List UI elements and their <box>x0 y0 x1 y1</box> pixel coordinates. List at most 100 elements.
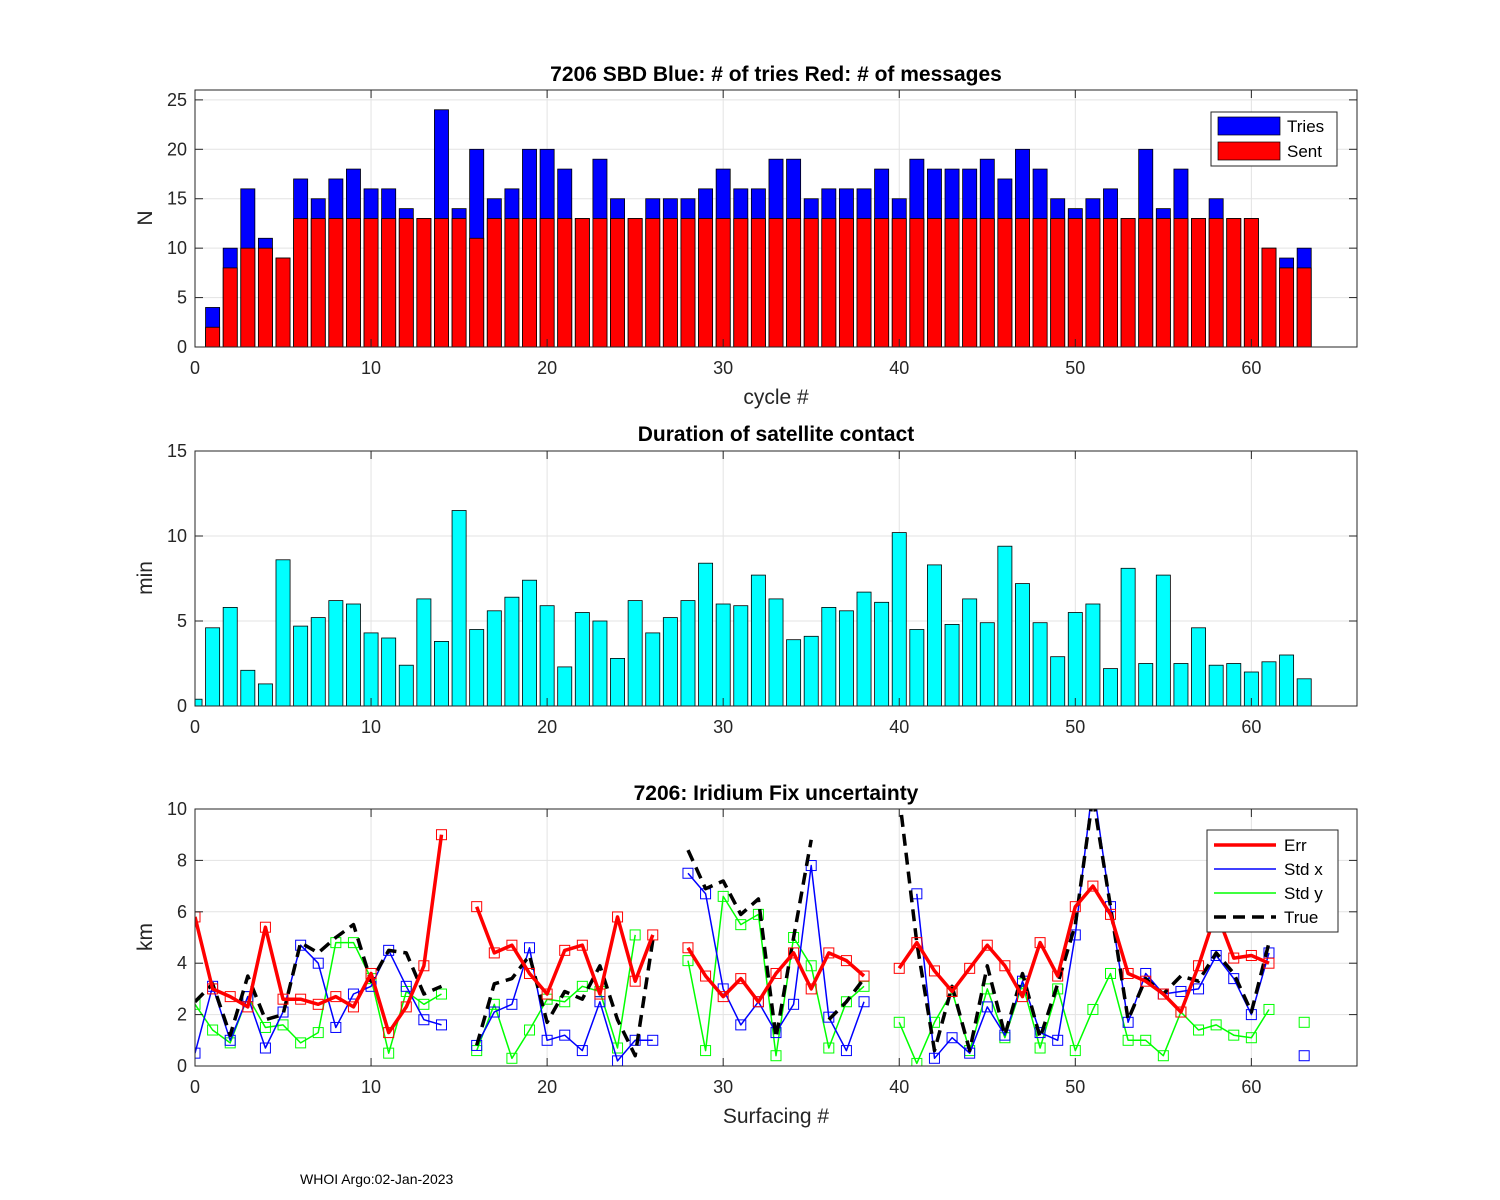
err-line <box>475 906 655 996</box>
x-axis-label: cycle # <box>743 386 809 409</box>
err-marker <box>964 962 976 974</box>
err-marker <box>418 960 430 972</box>
err-marker <box>195 911 201 923</box>
std-y-marker <box>1157 1050 1169 1062</box>
ticks: 0 10 20 30 40 50 60 0 5 10 15 20 25 <box>167 90 1357 378</box>
duration-bar <box>574 612 590 707</box>
sent-bar <box>434 218 449 348</box>
true-line <box>195 922 443 1037</box>
series-lines <box>195 809 1310 1066</box>
sent-bar <box>222 267 238 348</box>
duration-bar <box>1191 627 1206 707</box>
true-line <box>827 977 866 1021</box>
std-y-marker <box>735 919 747 931</box>
duration-bar <box>680 600 696 707</box>
duration-bar <box>194 698 203 707</box>
y-tick-label: 20 <box>167 139 187 159</box>
err-marker <box>400 1001 412 1013</box>
duration-bar <box>1085 603 1101 707</box>
err-marker <box>682 942 694 954</box>
sent-bar <box>979 218 995 348</box>
err-marker <box>1087 880 1099 892</box>
duration-bar <box>1296 678 1312 707</box>
std-y-marker <box>682 955 694 967</box>
err-marker <box>1034 937 1046 949</box>
duration-bar <box>610 658 625 707</box>
sent-bar <box>874 218 890 348</box>
y-axis-label: km <box>134 923 157 951</box>
err-marker <box>893 962 905 974</box>
std-x-marker <box>682 867 694 879</box>
sent-bar <box>1050 218 1066 348</box>
sent-bar <box>627 218 643 348</box>
duration-bar <box>1138 663 1154 707</box>
sent-bar <box>504 218 520 348</box>
std-x-marker <box>1193 983 1205 995</box>
x-tick-label: 10 <box>361 358 381 378</box>
y-axis-label: N <box>134 210 157 225</box>
std-x-marker <box>1034 1027 1046 1039</box>
std-y-marker <box>1263 1003 1275 1015</box>
x-tick-label: 10 <box>361 1077 381 1097</box>
duration-bar <box>698 562 714 707</box>
contact-duration-chart: 0 10 20 30 40 50 60 0 5 10 15 Duration of satellit… <box>134 423 1358 737</box>
std-y-marker <box>629 929 641 941</box>
axes-box <box>194 89 1358 348</box>
std-y-marker <box>823 1042 835 1054</box>
err-marker <box>981 939 993 951</box>
sent-bar <box>205 326 221 348</box>
axes-box <box>194 808 1358 1067</box>
ticks: 0 10 20 30 40 50 60 0 5 10 15 <box>167 441 1357 737</box>
std-y-marker <box>1105 967 1117 979</box>
duration-bar <box>874 601 890 707</box>
err-line <box>897 884 1270 1014</box>
duration-bar <box>434 641 449 707</box>
duration-bar <box>522 579 537 707</box>
err-marker <box>1105 908 1117 920</box>
std-y-marker <box>383 1047 395 1059</box>
chart-title: Duration of satellite contact <box>638 423 915 446</box>
legend-label-err: Err <box>1284 836 1307 855</box>
sent-bar <box>539 218 555 348</box>
sent-bar <box>786 218 802 348</box>
y-tick-label: 10 <box>167 526 187 546</box>
duration-bar <box>997 545 1013 707</box>
err-marker <box>365 967 377 979</box>
err-marker <box>488 947 500 959</box>
sent-bar <box>645 218 661 348</box>
x-tick-label: 10 <box>361 717 381 737</box>
sent-bar <box>469 237 485 348</box>
y-tick-label: 4 <box>177 953 187 973</box>
iridium-fix-uncertainty-chart: 0 10 20 30 40 50 60 0 2 4 6 8 10 7206: Iridium Fix u… <box>134 782 1358 1128</box>
plot-area <box>195 809 1357 1066</box>
sent-bar <box>610 218 625 348</box>
y-tick-label: 15 <box>167 189 187 209</box>
std-x-line <box>195 944 442 1054</box>
err-marker <box>435 829 447 841</box>
err-marker <box>347 1001 359 1013</box>
err-marker <box>612 911 624 923</box>
sent-bar <box>750 218 766 348</box>
std-x-marker <box>1069 929 1081 941</box>
legend-label-stdy: Std y <box>1284 884 1323 903</box>
y-tick-label: 0 <box>177 696 187 716</box>
err-marker <box>1069 901 1081 913</box>
err-marker <box>717 991 729 1003</box>
sent-bar <box>1296 267 1312 348</box>
y-tick-label: 5 <box>177 288 187 308</box>
err-marker <box>1175 1006 1187 1018</box>
y-tick-label: 0 <box>177 337 187 357</box>
sent-bar <box>715 218 731 348</box>
std-x-marker <box>1298 1050 1310 1062</box>
std-x-marker <box>735 1019 747 1031</box>
x-tick-label: 60 <box>1241 358 1261 378</box>
duration-bar <box>803 635 819 707</box>
legend-swatch-tries <box>1217 116 1281 136</box>
err-marker <box>1122 967 1134 979</box>
duration-bar <box>205 627 221 707</box>
std-x-marker <box>946 1032 958 1044</box>
sent-bar <box>909 218 925 348</box>
duration-bar <box>645 632 661 707</box>
sent-bar <box>416 218 432 348</box>
sent-bar <box>1208 218 1224 348</box>
